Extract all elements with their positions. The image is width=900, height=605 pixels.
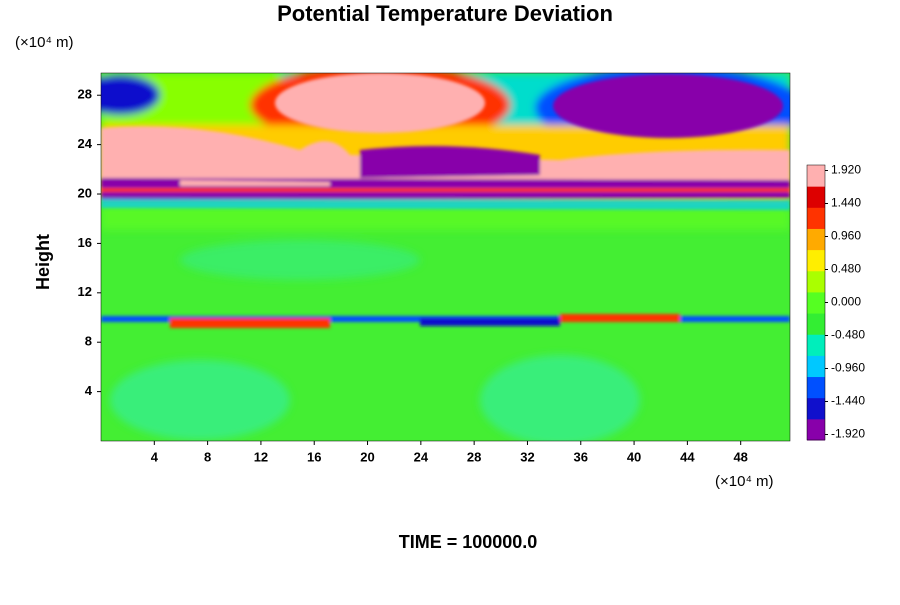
colorbar-swatch bbox=[807, 207, 825, 229]
plot-frame bbox=[100, 72, 791, 442]
colorbar-swatch bbox=[807, 165, 825, 187]
x-tick-label: 28 bbox=[467, 449, 481, 464]
y-unit: (×10⁴ m) bbox=[15, 34, 74, 51]
colorbar-swatch bbox=[807, 397, 825, 420]
colorbar-swatch bbox=[807, 249, 825, 272]
y-tick-label: 28 bbox=[78, 87, 92, 102]
colorbar-tick-label: 0.000 bbox=[831, 295, 861, 309]
colorbar-swatch bbox=[807, 186, 825, 208]
x-tick-label: 32 bbox=[520, 449, 534, 464]
x-tick-label: 36 bbox=[574, 449, 588, 464]
x-tick-label: 12 bbox=[254, 449, 268, 464]
colorbar-swatch bbox=[807, 376, 825, 399]
x-tick-label: 24 bbox=[414, 449, 429, 464]
x-tick-label: 40 bbox=[627, 449, 641, 464]
colorbar-swatch bbox=[807, 418, 825, 441]
colorbar-tick-label: -1.440 bbox=[831, 394, 865, 408]
y-tick-label: 20 bbox=[78, 185, 92, 200]
colorbar-tick-label: 0.480 bbox=[831, 262, 861, 276]
colorbar: -1.920 -1.440 -0.960 -0.480 0.000 0.480 0.960 1… bbox=[806, 163, 865, 441]
y-tick-label: 8 bbox=[85, 334, 92, 349]
x-unit: (×10⁴ m) bbox=[715, 473, 774, 490]
colorbar-swatch bbox=[807, 355, 825, 378]
colorbar-tick-label: 1.920 bbox=[831, 163, 861, 177]
y-tick-label: 4 bbox=[85, 383, 93, 398]
x-tick-label: 16 bbox=[307, 449, 321, 464]
x-tick-label: 48 bbox=[733, 449, 747, 464]
x-tick-label: 44 bbox=[680, 449, 695, 464]
colorbar-swatch bbox=[807, 313, 825, 335]
colorbar-tick-label: 0.960 bbox=[831, 229, 861, 243]
x-tick-label: 8 bbox=[204, 449, 211, 464]
colorbar-tick-label: 1.440 bbox=[831, 196, 861, 210]
colorbar-tick-label: -0.480 bbox=[831, 328, 865, 342]
colorbar-swatch bbox=[807, 270, 825, 293]
annotation: TIME = 100000.0 bbox=[399, 532, 538, 552]
y-tick-label: 24 bbox=[78, 136, 93, 151]
chart-title: Potential Temperature Deviation bbox=[277, 1, 613, 26]
colorbar-swatch bbox=[807, 334, 825, 356]
colorbar-swatch bbox=[807, 291, 825, 314]
colorbar-tick-label: -0.960 bbox=[831, 361, 865, 375]
x-tick-label: 4 bbox=[151, 449, 159, 464]
y-tick-label: 16 bbox=[78, 235, 92, 250]
y-axis-label: Height bbox=[33, 234, 53, 290]
x-tick-label: 20 bbox=[360, 449, 374, 464]
y-tick-label: 12 bbox=[78, 284, 92, 299]
colorbar-swatch bbox=[807, 228, 825, 251]
field bbox=[101, 73, 790, 441]
colorbar-tick-label: -1.920 bbox=[831, 427, 865, 441]
